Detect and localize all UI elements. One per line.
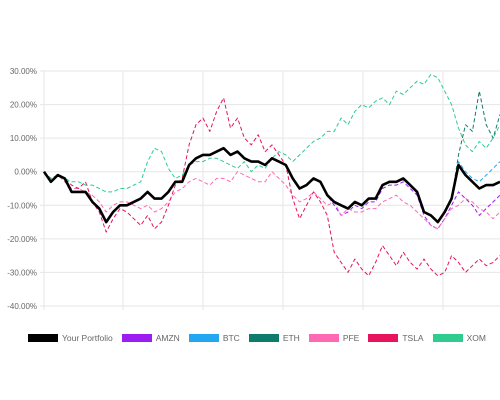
- legend-swatch: [368, 334, 399, 342]
- legend-item-your-portfolio[interactable]: Your Portfolio: [28, 333, 113, 343]
- y-tick-label: -30.00%: [7, 268, 37, 277]
- y-axis: 30.00% 20.00% 10.00% 0.00% -10.00% -20.00% -30…: [7, 67, 37, 311]
- legend-label: ETH: [282, 333, 300, 343]
- series-line-your-portfolio: [42, 146, 500, 224]
- chart-series-lines: [42, 73, 500, 277]
- y-tick-label: 10.00%: [10, 134, 37, 143]
- legend-item-btc[interactable]: BTC: [188, 333, 240, 343]
- chart-legend: Your Portfolio AMZN BTC ETH PFE TSLA XOM: [28, 333, 495, 343]
- legend-label: Your Portfolio: [62, 333, 113, 343]
- legend-label: XOM: [466, 333, 486, 343]
- legend-label: TSLA: [402, 333, 424, 343]
- legend-swatch: [432, 334, 463, 342]
- legend-item-eth[interactable]: ETH: [248, 333, 300, 343]
- legend-item-pfe[interactable]: PFE: [308, 333, 360, 343]
- legend-swatch: [308, 334, 339, 342]
- y-tick-label: -20.00%: [7, 235, 37, 244]
- legend-swatch: [188, 334, 219, 342]
- series-line-pfe: [43, 171, 500, 230]
- legend-label: AMZN: [155, 333, 180, 343]
- legend-label: BTC: [222, 333, 240, 343]
- y-tick-label: 0.00%: [14, 168, 37, 177]
- series-line-eth: [43, 90, 500, 223]
- legend-swatch: [121, 334, 152, 342]
- legend-label: PFE: [342, 333, 360, 343]
- series-line-xom: [43, 73, 500, 193]
- legend-swatch: [248, 334, 279, 342]
- series-line-tsla: [43, 97, 500, 277]
- y-tick-label: -10.00%: [7, 201, 37, 210]
- y-tick-label: 20.00%: [10, 101, 37, 110]
- y-tick-label: -40.00%: [7, 302, 37, 311]
- legend-item-tsla[interactable]: TSLA: [368, 333, 424, 343]
- y-tick-label: 30.00%: [10, 67, 37, 76]
- legend-item-amzn[interactable]: AMZN: [121, 333, 180, 343]
- legend-item-xom[interactable]: XOM: [432, 333, 486, 343]
- legend-swatch: [28, 334, 58, 342]
- chart-grid: [40, 70, 500, 310]
